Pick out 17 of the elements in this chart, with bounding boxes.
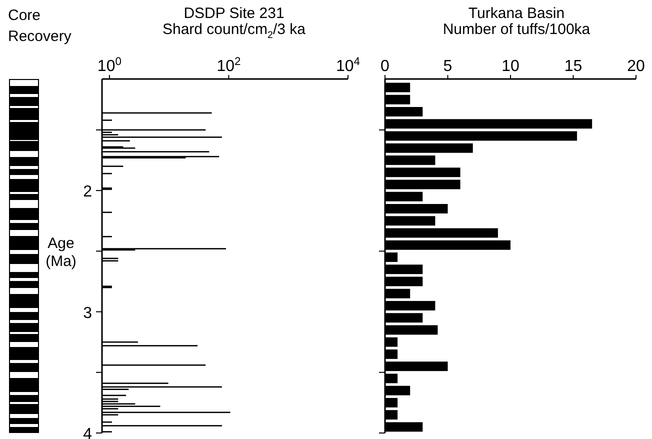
x-axis-title: Number of tuffs/100ka xyxy=(442,21,590,38)
x-tick-label: 10$^{2}$ xyxy=(216,56,241,75)
chart-title: DSDP Site 231 xyxy=(184,5,284,22)
x-axis-title: Shard count/cm$_{2}$/3 ka xyxy=(162,21,306,41)
y-tick-label: 4 xyxy=(83,426,92,439)
y-axis-title: Age (Ma) xyxy=(46,235,76,270)
chart-title: Turkana Basin xyxy=(468,5,565,22)
x-tick-label: 10 xyxy=(502,58,520,75)
x-tick-label: 10$^{0}$ xyxy=(97,56,122,75)
x-tick-label: 20 xyxy=(627,58,645,75)
x-tick-label: 15 xyxy=(564,58,582,75)
x-tick-label: 5 xyxy=(443,58,452,75)
y-tick-label: 2 xyxy=(83,184,92,201)
x-tick-label: 0 xyxy=(380,58,390,75)
text: Core Recovery xyxy=(8,6,72,47)
y-tick-label: 3 xyxy=(83,304,92,322)
x-tick-label: 10$^{4}$ xyxy=(336,56,360,75)
